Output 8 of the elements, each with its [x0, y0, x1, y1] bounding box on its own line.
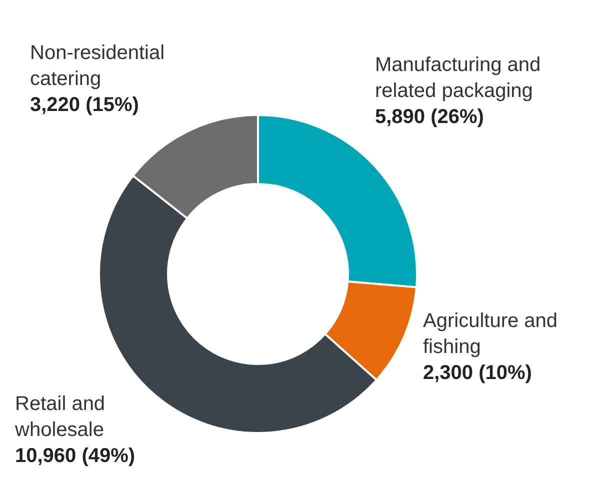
- slice-label: Retail and wholesale: [15, 392, 106, 443]
- data-label: 3,220 (15%): [30, 93, 140, 118]
- slice-label: Agriculture and fishing: [423, 309, 559, 360]
- data-label: 10,960 (49%): [15, 444, 136, 469]
- slice-label: Non-residential catering: [30, 41, 166, 92]
- data-label: 5,890 (26%): [375, 105, 485, 130]
- slice-label: Manufacturing and related packaging: [375, 53, 542, 104]
- data-label: 2,300 (10%): [423, 361, 533, 386]
